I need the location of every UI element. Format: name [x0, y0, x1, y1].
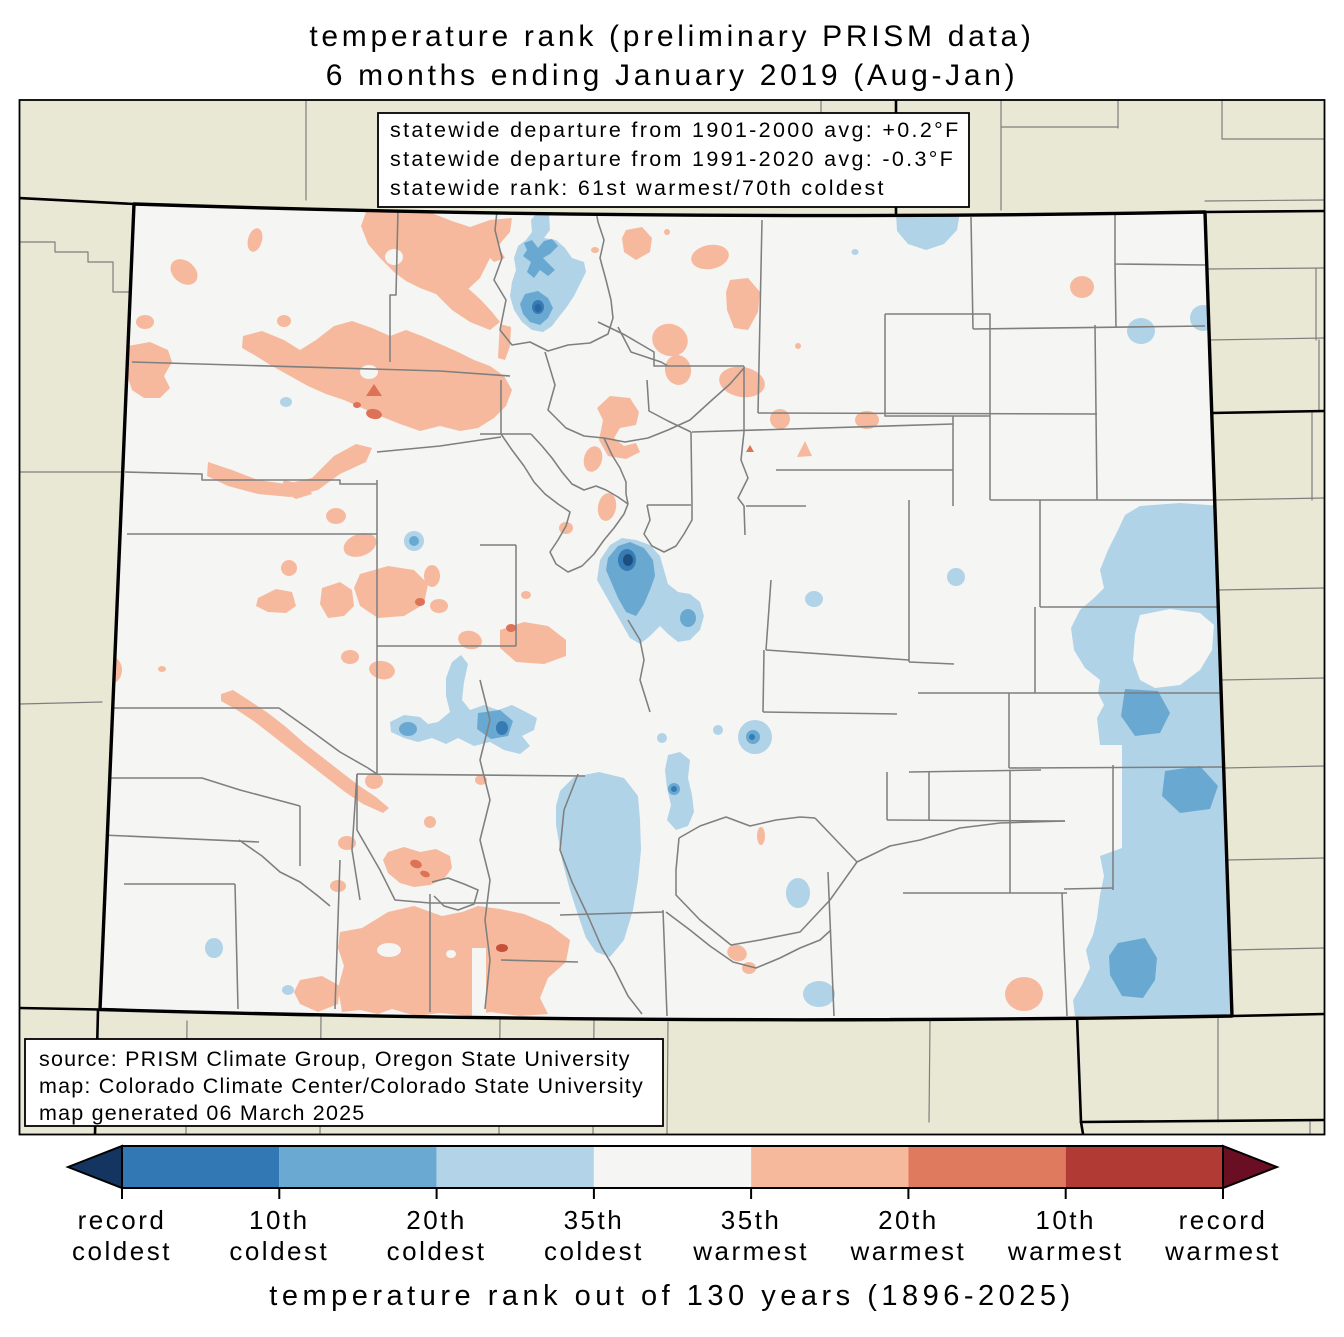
- svg-text:coldest: coldest: [544, 1236, 644, 1266]
- svg-text:coldest: coldest: [229, 1236, 329, 1266]
- svg-text:warmest: warmest: [850, 1236, 967, 1266]
- svg-text:source: PRISM Climate Group, O: source: PRISM Climate Group, Oregon Stat…: [39, 1047, 631, 1071]
- svg-text:10th: 10th: [249, 1205, 310, 1235]
- svg-text:statewide rank: 61st warmest/7: statewide rank: 61st warmest/70th coldes…: [390, 176, 886, 200]
- svg-text:20th: 20th: [878, 1205, 939, 1235]
- svg-text:warmest: warmest: [1164, 1236, 1281, 1266]
- svg-text:coldest: coldest: [72, 1236, 172, 1266]
- svg-text:20th: 20th: [406, 1205, 467, 1235]
- svg-text:statewide departure from 1901-: statewide departure from 1901-2000 avg: …: [390, 118, 961, 142]
- svg-text:6 months ending January 2019 (: 6 months ending January 2019 (Aug-Jan): [326, 59, 1019, 92]
- svg-text:35th: 35th: [721, 1205, 782, 1235]
- svg-text:coldest: coldest: [387, 1236, 487, 1266]
- svg-text:warmest: warmest: [1007, 1236, 1124, 1266]
- svg-text:temperature rank (preliminary: temperature rank (preliminary PRISM data…: [309, 20, 1034, 53]
- svg-text:temperature rank out of 130 ye: temperature rank out of 130 years (1896-…: [269, 1280, 1074, 1312]
- svg-text:10th: 10th: [1035, 1205, 1096, 1235]
- svg-text:map generated 06 March 2025: map generated 06 March 2025: [39, 1101, 365, 1125]
- svg-text:map: Colorado Climate Center/C: map: Colorado Climate Center/Colorado St…: [39, 1074, 644, 1098]
- svg-text:35th: 35th: [564, 1205, 625, 1235]
- svg-text:record: record: [1179, 1205, 1268, 1235]
- svg-text:statewide departure from 1991-: statewide departure from 1991-2020 avg: …: [390, 147, 955, 171]
- svg-text:record: record: [78, 1205, 167, 1235]
- svg-text:warmest: warmest: [692, 1236, 809, 1266]
